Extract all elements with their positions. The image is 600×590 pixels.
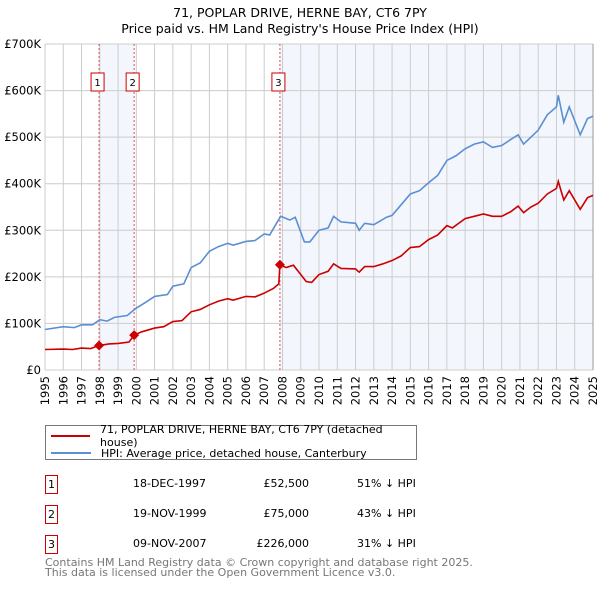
sale-marker-label: 2 (129, 78, 135, 89)
x-tick-label: 2008 (275, 376, 289, 405)
sale-point (129, 330, 140, 341)
sale-marker-box (90, 72, 105, 92)
legend-label: HPI: Average price, detached house, Cant… (101, 446, 367, 460)
footer: Contains HM Land Registry data © Crown c… (45, 556, 473, 579)
chart-subtitle: Price paid vs. HM Land Registry's House … (121, 21, 478, 36)
sale-marker-label: 3 (275, 78, 281, 89)
y-tick-label: £200K (4, 270, 41, 284)
footer-line: Contains HM Land Registry data © Crown c… (45, 556, 473, 569)
x-tick-label: 2019 (476, 376, 490, 405)
table-row: 3 09-NOV-2007 £226,000 31% ↓ HPI (45, 535, 445, 555)
x-tick-label: 2010 (312, 376, 326, 405)
x-tick-label: 2016 (422, 376, 436, 405)
x-tick-label: 2017 (440, 376, 454, 405)
sale-marker-box (125, 72, 140, 92)
legend-item-hpi: HPI: Average price, detached house, Cant… (51, 446, 367, 460)
sale-marker-box (271, 72, 286, 92)
footer-line: This data is licensed under the Open Gov… (45, 566, 396, 579)
chart-title: 71, POPLAR DRIVE, HERNE BAY, CT6 7PY (173, 5, 427, 20)
sale-point (274, 259, 285, 270)
legend-label: 71, POPLAR DRIVE, HERNE BAY, CT6 7PY (de… (100, 423, 383, 449)
shaded-period-2 (279, 44, 593, 370)
sale-point (94, 340, 105, 351)
x-tick-label: 2014 (385, 376, 399, 405)
x-tick-label: 2000 (129, 376, 143, 405)
x-tick-label: 2009 (294, 376, 308, 405)
table-row: 1 18-DEC-1997 £52,500 51% ↓ HPI (45, 475, 445, 495)
legend: 71, POPLAR DRIVE, HERNE BAY, CT6 7PY (de… (45, 423, 417, 460)
sale-price: £75,000 (263, 507, 310, 520)
x-tick-label: 1998 (93, 376, 107, 405)
sale-date: 19-NOV-1999 (133, 507, 207, 520)
sale-price: £226,000 (256, 537, 310, 550)
x-tick-label: 2003 (184, 376, 198, 405)
y-tick-label: £700K (4, 37, 41, 51)
sale-hpi-diff: 31% ↓ HPI (357, 537, 416, 550)
x-tick-label: 2012 (349, 376, 363, 405)
sale-hpi-diff: 51% ↓ HPI (357, 477, 416, 490)
x-tick-label: 2022 (531, 376, 545, 405)
y-tick-label: £600K (4, 84, 41, 98)
series-line (44, 95, 594, 331)
price-chart: 71, POPLAR DRIVE, HERNE BAY, CT6 7PYPric… (4, 5, 600, 405)
x-tick-label: 2004 (202, 376, 216, 405)
x-tick-label: 2023 (549, 376, 563, 405)
y-tick-label: £100K (4, 316, 41, 330)
y-tick-label: £400K (4, 177, 41, 191)
y-tick-label: £500K (4, 130, 41, 144)
sale-price: £52,500 (263, 477, 310, 490)
x-tick-label: 2007 (257, 376, 271, 405)
shaded-period-1 (99, 44, 135, 370)
x-tick-label: 1995 (38, 376, 52, 405)
x-tick-label: 2013 (367, 376, 381, 405)
sale-date: 09-NOV-2007 (133, 537, 207, 550)
sale-marker-badge: 2 (45, 505, 58, 524)
legend-swatch-red (51, 435, 91, 437)
x-tick-label: 2021 (513, 376, 527, 405)
x-tick-label: 2015 (403, 376, 417, 405)
sale-hpi-diff: 43% ↓ HPI (357, 507, 416, 520)
x-tick-label: 1999 (111, 376, 125, 405)
y-tick-label: £300K (4, 223, 41, 237)
x-tick-label: 2020 (495, 376, 509, 405)
y-tick-label: £0 (26, 363, 41, 377)
legend-item-property: 71, POPLAR DRIVE, HERNE BAY, CT6 7PY (de… (51, 423, 416, 449)
x-tick-label: 2024 (568, 376, 582, 405)
legend-swatch-blue (51, 452, 91, 454)
sale-marker-label: 1 (94, 78, 100, 89)
x-tick-label: 2025 (586, 376, 600, 405)
x-tick-label: 2002 (166, 376, 180, 405)
x-tick-label: 2001 (148, 376, 162, 405)
x-tick-label: 2011 (330, 376, 344, 405)
x-tick-label: 2005 (221, 376, 235, 405)
sale-marker-badge: 1 (45, 475, 58, 494)
x-tick-label: 1997 (75, 376, 89, 405)
sale-marker-badge: 3 (45, 535, 58, 554)
x-tick-label: 1996 (56, 376, 70, 405)
series-line (44, 178, 594, 351)
sale-date: 18-DEC-1997 (133, 477, 207, 490)
table-row: 2 19-NOV-1999 £75,000 43% ↓ HPI (45, 505, 445, 525)
x-tick-label: 2006 (239, 376, 253, 405)
x-tick-label: 2018 (458, 376, 472, 405)
